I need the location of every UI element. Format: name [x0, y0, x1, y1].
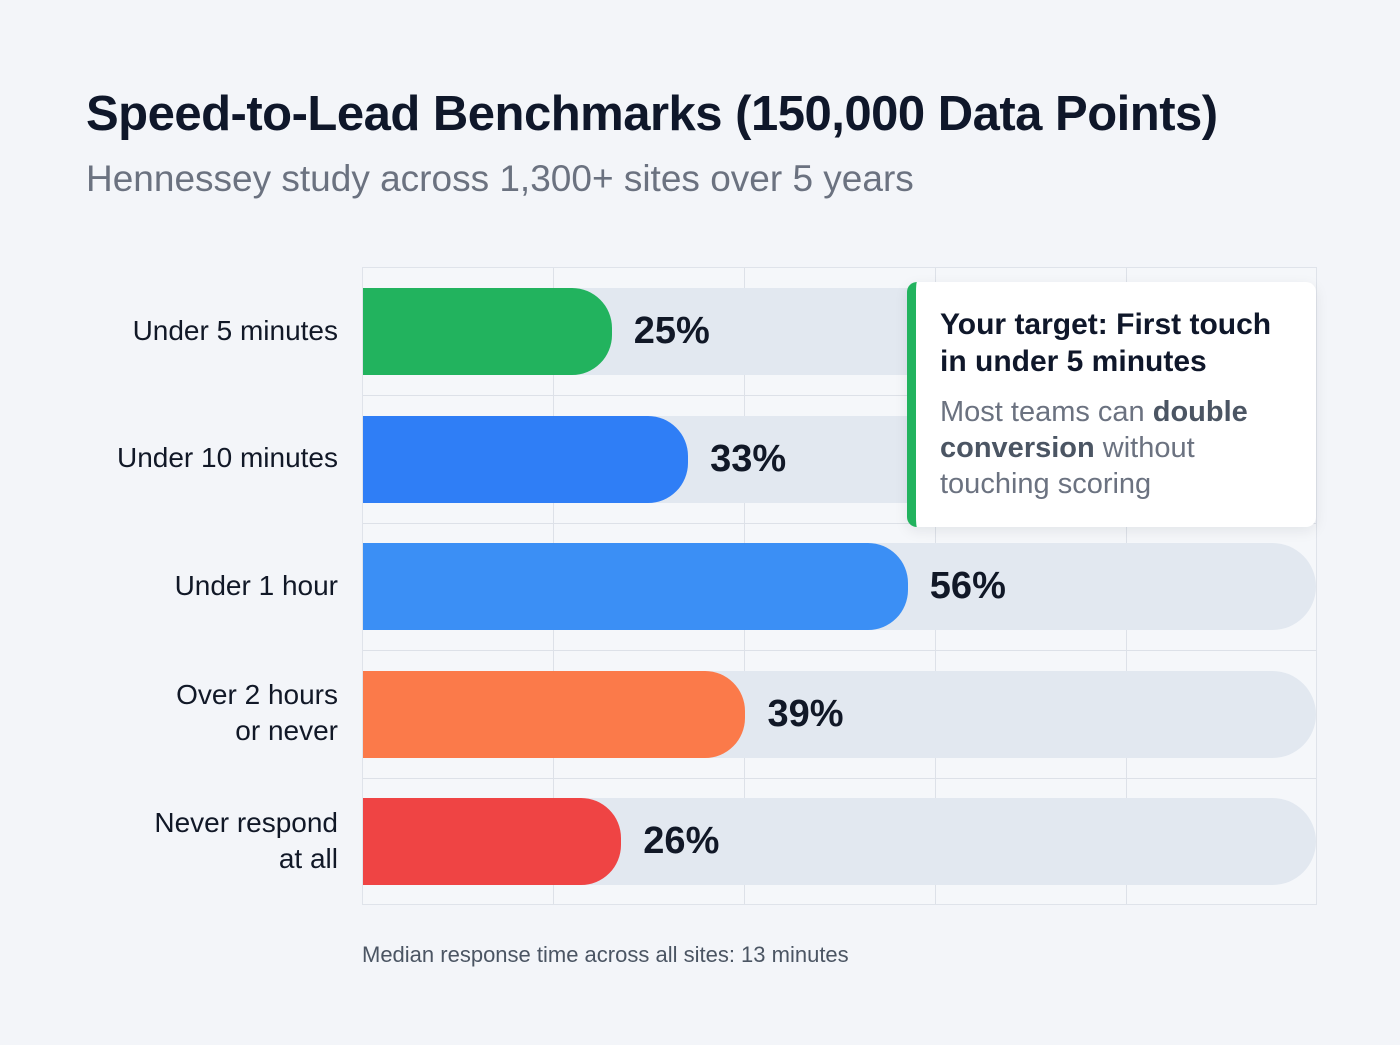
callout-body-pre: Most teams can — [940, 396, 1153, 428]
callout-body-post: without touching scoring — [940, 432, 1195, 500]
callout-heading: Your target: First touch in under 5 minu… — [940, 308, 1272, 378]
bar — [363, 415, 689, 503]
footnote: Median response time across all sites: 1… — [362, 942, 849, 967]
plot-area: 25% 33% 56% 39% 26% — [362, 267, 1317, 905]
bar — [363, 798, 622, 886]
data-label: 26% — [643, 820, 720, 863]
gridline-horizontal — [363, 395, 1316, 396]
callout-body: Most teams can double conversion without… — [940, 394, 1296, 502]
gridline-horizontal — [363, 777, 1316, 779]
chart-title: Speed-to-Lead Benchmarks (150,000 Data P… — [86, 87, 1218, 141]
bar — [363, 670, 746, 758]
category-label: Under 1 hour — [174, 569, 338, 601]
data-label: 25% — [633, 310, 710, 352]
bar — [363, 288, 612, 375]
callout-body-bold: double conversion — [940, 396, 1248, 464]
target-callout: Your target: First touch in under 5 minu… — [907, 282, 1316, 527]
data-label: 39% — [767, 692, 844, 735]
category-label: Over 2 hours or never — [176, 679, 338, 747]
data-label: 33% — [710, 437, 787, 480]
bar — [363, 543, 908, 631]
data-label: 56% — [929, 565, 1006, 608]
category-label: Under 5 minutes — [132, 314, 338, 346]
chart-subtitle: Hennessey study across 1,300+ sites over… — [86, 158, 914, 199]
gridline-horizontal — [363, 650, 1316, 652]
category-label: Under 10 minutes — [116, 442, 338, 474]
gridline-horizontal — [363, 522, 1316, 524]
category-label: Never respond at all — [154, 806, 338, 874]
